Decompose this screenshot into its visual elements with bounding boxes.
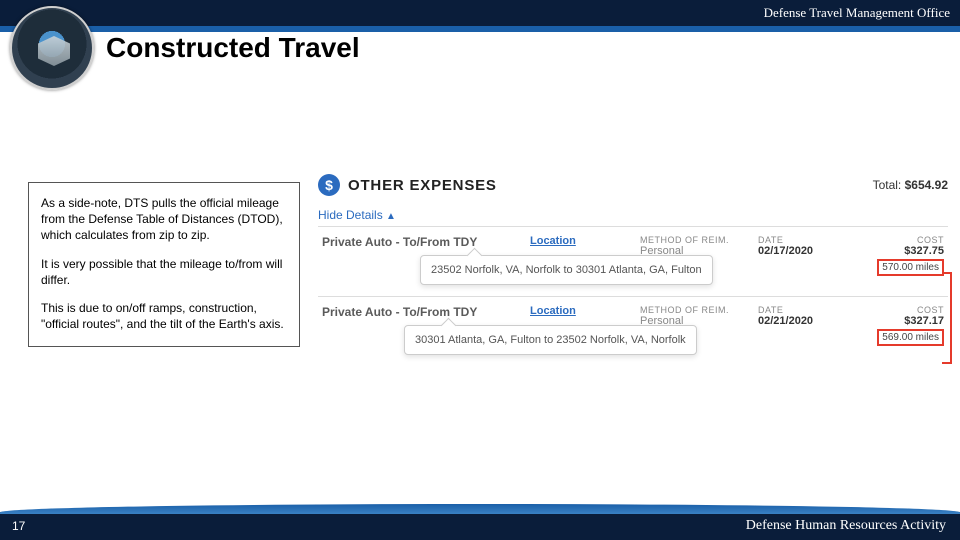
side-note-p3: This is due to on/off ramps, constructio… (41, 300, 287, 332)
tooltip-text: 23502 Norfolk, VA, Norfolk to 30301 Atla… (431, 264, 702, 276)
location-link[interactable]: Location (530, 235, 576, 247)
top-bar-org: Defense Travel Management Office (764, 5, 950, 21)
date-cell: DATE 02/21/2020 (758, 305, 848, 346)
details-toggle[interactable]: Hide Details ▲ (318, 208, 948, 222)
panel-header: $ OTHER EXPENSES Total: $654.92 (318, 174, 948, 196)
panel-total-label: Total: (873, 178, 902, 192)
slide: Defense Travel Management Office Constru… (0, 0, 960, 540)
page-number: 17 (12, 519, 25, 533)
side-note-box: As a side-note, DTS pulls the official m… (28, 182, 300, 347)
location-tooltip: 23502 Norfolk, VA, Norfolk to 30301 Atla… (420, 255, 713, 285)
side-note-p1: As a side-note, DTS pulls the official m… (41, 195, 287, 244)
cost-value: $327.75 (856, 245, 944, 257)
chevron-up-icon: ▲ (386, 211, 396, 222)
expense-row: Private Auto - To/From TDY Location METH… (318, 296, 948, 366)
tooltip-text: 30301 Atlanta, GA, Fulton to 23502 Norfo… (415, 334, 686, 346)
date-value: 02/21/2020 (758, 315, 848, 327)
side-note-p2: It is very possible that the mileage to/… (41, 256, 287, 288)
top-bar: Defense Travel Management Office (0, 0, 960, 26)
date-cell: DATE 02/17/2020 (758, 235, 848, 276)
miles-highlight: 570.00 miles (877, 259, 944, 276)
miles-value: 569.00 miles (856, 329, 944, 346)
slide-title: Constructed Travel (106, 32, 360, 64)
dollar-icon: $ (318, 174, 340, 196)
cost-value: $327.17 (856, 315, 944, 327)
cost-cell: COST $327.75 570.00 miles (856, 235, 944, 276)
miles-highlight: 569.00 miles (877, 329, 944, 346)
panel-title: OTHER EXPENSES (348, 177, 497, 194)
miles-value: 570.00 miles (856, 259, 944, 276)
details-toggle-label: Hide Details (318, 208, 383, 222)
dod-seal-icon (10, 6, 94, 90)
cost-cell: COST $327.17 569.00 miles (856, 305, 944, 346)
method-heading: METHOD OF REIM. (640, 235, 750, 245)
footer-org: Defense Human Resources Activity (746, 518, 946, 534)
location-link[interactable]: Location (530, 305, 576, 317)
panel-header-left: $ OTHER EXPENSES (318, 174, 497, 196)
expenses-grid: Private Auto - To/From TDY Location METH… (318, 226, 948, 366)
cost-heading: COST (856, 305, 944, 315)
method-heading: METHOD OF REIM. (640, 305, 750, 315)
expense-row: Private Auto - To/From TDY Location METH… (318, 226, 948, 296)
cost-heading: COST (856, 235, 944, 245)
date-heading: DATE (758, 235, 848, 245)
expenses-panel: $ OTHER EXPENSES Total: $654.92 Hide Det… (318, 174, 948, 366)
red-connector (942, 362, 952, 364)
location-tooltip: 30301 Atlanta, GA, Fulton to 23502 Norfo… (404, 325, 697, 355)
date-heading: DATE (758, 305, 848, 315)
panel-total: Total: $654.92 (873, 178, 948, 192)
panel-total-value: $654.92 (905, 178, 948, 192)
red-connector (942, 272, 952, 274)
red-connector (950, 272, 952, 364)
date-value: 02/17/2020 (758, 245, 848, 257)
